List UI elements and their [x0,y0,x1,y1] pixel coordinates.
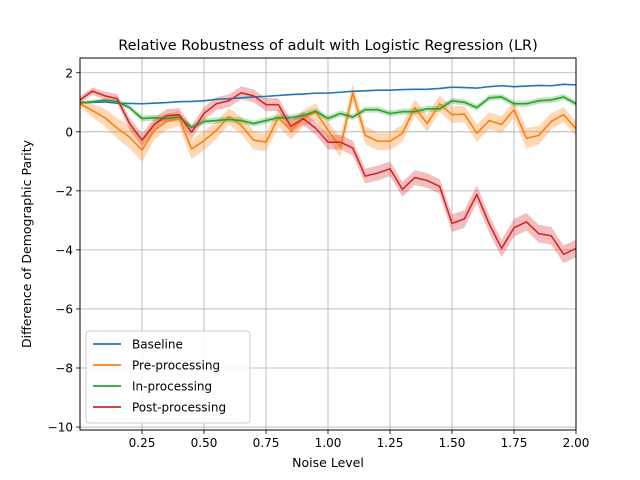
x-tick-label: 1.00 [315,436,342,450]
y-tick-label: −2 [55,184,73,198]
legend-box [85,330,251,424]
x-axis-label: Noise Level [292,455,364,470]
x-tick-label: 0.25 [129,436,156,450]
y-tick-label: −4 [55,243,73,257]
x-tick-label: 1.25 [377,436,404,450]
y-tick-label: −8 [55,362,73,376]
x-tick-label: 1.50 [439,436,466,450]
series-lines [79,83,577,256]
pre-processing-band [80,83,576,162]
legend: Baseline Pre-processing In-processing Post-… [85,330,251,424]
pre-processing-line [79,92,577,151]
y-tick-label: −10 [48,421,73,435]
legend-label: Baseline [132,338,183,352]
legend-label: Post-processing [132,401,226,415]
baseline-line [79,83,577,105]
post-processing-band [80,86,576,264]
chart-title: Relative Robustness of adult with Logist… [118,38,538,54]
post-processing-line [79,90,577,256]
x-tick-label: 2.00 [563,436,590,450]
x-tick-label: 1.75 [501,436,528,450]
y-tick-label: 2 [65,66,73,80]
x-tick-label: 0.50 [191,436,218,450]
y-axis-label: Difference of Demographic Parity [19,139,34,348]
y-axis-ticks: 2 0 −2 −4 −6 −8 −10 [48,66,80,435]
legend-label: Pre-processing [132,359,220,373]
legend-label: In-processing [132,380,212,394]
x-axis-ticks: 0.25 0.50 0.75 1.00 1.25 1.50 1.75 2.00 [129,430,590,450]
x-tick-label: 0.75 [253,436,280,450]
y-tick-label: 0 [65,125,73,139]
y-tick-label: −6 [55,302,73,316]
